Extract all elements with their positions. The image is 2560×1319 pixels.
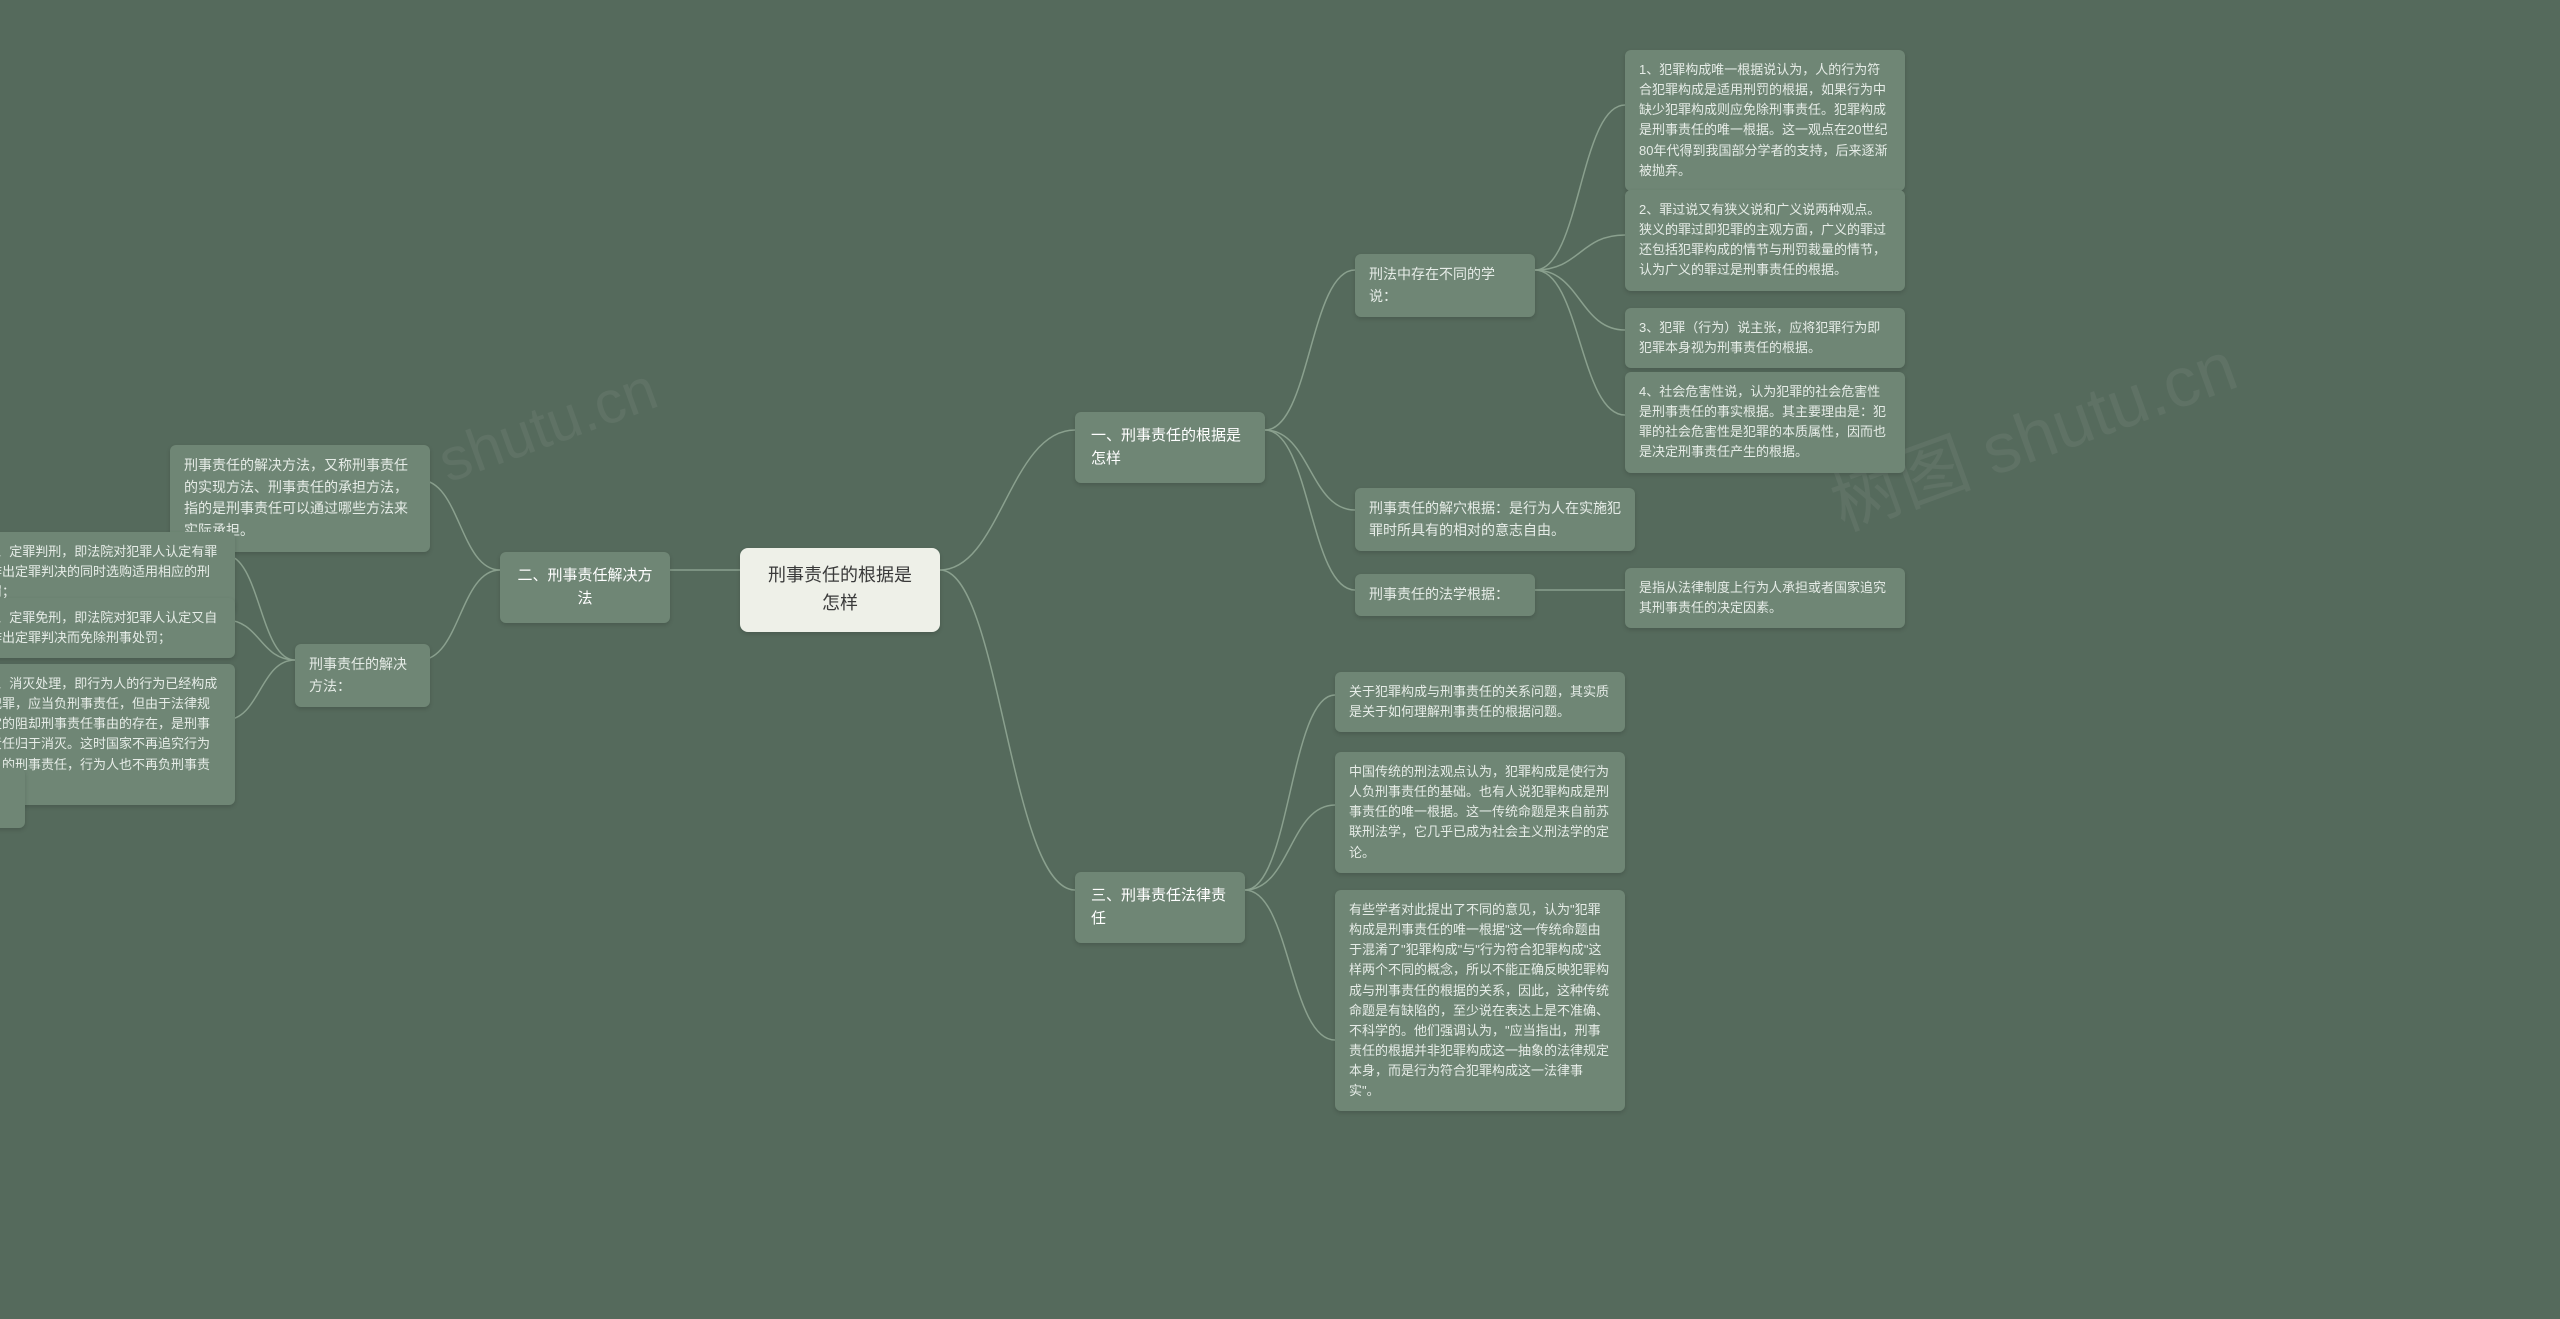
branch-3-leaf-1: 关于犯罪构成与刑事责任的关系问题，其实质是关于如何理解刑事责任的根据问题。 xyxy=(1335,672,1625,732)
branch-1-sub-1: 刑法中存在不同的学说： xyxy=(1355,254,1535,317)
branch-1-sub-1-leaf-1: 1、犯罪构成唯一根据说认为，人的行为符合犯罪构成是适用刑罚的根据，如果行为中缺少… xyxy=(1625,50,1905,191)
branch-3: 三、刑事责任法律责任 xyxy=(1075,872,1245,943)
branch-1-sub-3: 刑事责任的法学根据： xyxy=(1355,574,1535,616)
root-node: 刑事责任的根据是怎样 xyxy=(740,548,940,632)
branch-2-sub-2: 刑事责任的解决方法： xyxy=(295,644,430,707)
branch-1-sub-1-leaf-3: 3、犯罪（行为）说主张，应将犯罪行为即犯罪本身视为刑事责任的根据。 xyxy=(1625,308,1905,368)
branch-2-sub-2-leaf-2: 2、定罪免刑，即法院对犯罪人认定又自作出定罪判决而免除刑事处罚； xyxy=(0,598,235,658)
branch-3-leaf-2: 中国传统的刑法观点认为，犯罪构成是使行为人负刑事责任的基础。也有人说犯罪构成是刑… xyxy=(1335,752,1625,873)
branch-3-leaf-3: 有些学者对此提出了不同的意见，认为"犯罪构成是刑事责任的唯一根据"这一传统命题由… xyxy=(1335,890,1625,1111)
branch-1: 一、刑事责任的根据是怎样 xyxy=(1075,412,1265,483)
branch-2-sub-2-extra: 4、转移处理，即行为人的刑事责任不由我国司法机关解决，而通过外交途径解决。 xyxy=(0,768,25,828)
branch-2: 二、刑事责任解决方法 xyxy=(500,552,670,623)
branch-1-sub-1-leaf-2: 2、罪过说又有狭义说和广义说两种观点。狭义的罪过即犯罪的主观方面，广义的罪过还包… xyxy=(1625,190,1905,291)
branch-1-sub-2: 刑事责任的解穴根据：是行为人在实施犯罪时所具有的相对的意志自由。 xyxy=(1355,488,1635,551)
branch-1-sub-1-leaf-4: 4、社会危害性说，认为犯罪的社会危害性是刑事责任的事实根据。其主要理由是：犯罪的… xyxy=(1625,372,1905,473)
branch-2-sub-2-leaf-3: 3、消灭处理，即行为人的行为已经构成犯罪，应当负刑事责任，但由于法律规定的阻却刑… xyxy=(0,664,235,805)
branch-1-sub-3-leaf: 是指从法律制度上行为人承担或者国家追究其刑事责任的决定因素。 xyxy=(1625,568,1905,628)
